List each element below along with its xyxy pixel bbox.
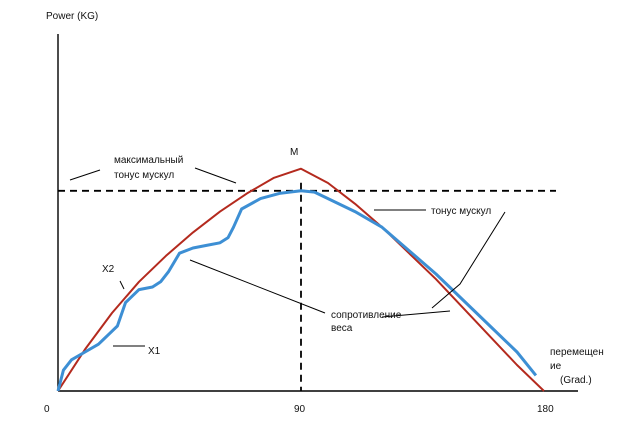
x-tick-labels: 0 90 180 <box>44 404 554 415</box>
x-axis-label-line2: ие <box>550 361 562 372</box>
max-tone-label-line1: максимальный <box>114 155 183 166</box>
max-tone-leader-left <box>69 169 101 181</box>
m-marker-label: M <box>290 147 298 158</box>
max-tone-leader-right <box>194 167 237 184</box>
tone-label-leader-2 <box>431 211 506 309</box>
resistance-label-line1: сопротивление <box>331 310 402 321</box>
x2-leader <box>119 280 125 290</box>
x2-label: X2 <box>102 264 115 275</box>
x-tick-label-90: 90 <box>294 404 306 415</box>
weight-resistance-line <box>57 167 545 392</box>
resistance-leader-right <box>381 310 451 318</box>
y-axis-label: Power (KG) <box>46 11 98 22</box>
tone-label: тонус мускул <box>431 206 491 217</box>
muscle-tone-line <box>56 189 538 392</box>
series-layer <box>56 167 545 392</box>
x-tick-label-0: 0 <box>44 404 50 415</box>
x1-label: X1 <box>148 346 161 357</box>
resistance-label-line2: веса <box>331 323 353 334</box>
x-tick-label-180: 180 <box>537 404 554 415</box>
max-tone-label-line2: тонус мускул <box>114 170 174 181</box>
resistance-leader-left <box>189 259 326 314</box>
x-axis-unit: (Grad.) <box>560 375 592 386</box>
x-axis-label-line1: перемещен <box>550 347 604 358</box>
